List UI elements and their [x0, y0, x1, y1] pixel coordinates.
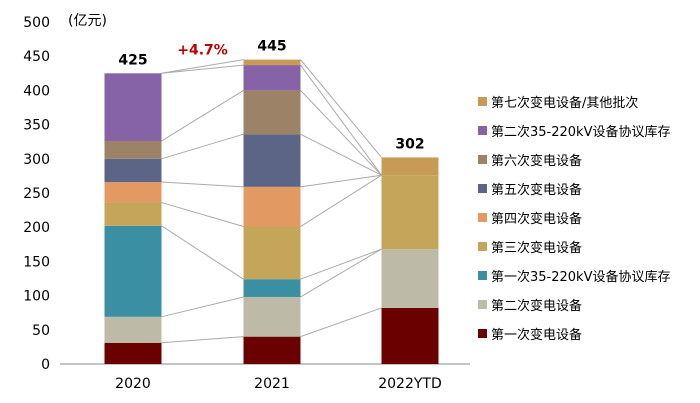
x-axis: 2020 2021 2022YTD	[115, 376, 442, 392]
y-tick-label: 0	[41, 357, 50, 373]
bars	[104, 59, 439, 364]
bar-segment	[381, 157, 439, 176]
connector-line	[300, 90, 382, 176]
legend-swatch	[478, 329, 487, 338]
y-tick-label: 200	[23, 220, 50, 236]
bar-segment	[381, 249, 439, 308]
legend-label: 第四次变电设备	[491, 211, 582, 227]
bar-segment	[381, 175, 439, 250]
legend-label: 第六次变电设备	[491, 153, 582, 169]
legend-label: 第三次变电设备	[491, 240, 582, 256]
connector-line	[300, 133, 382, 176]
connector-line	[161, 89, 244, 142]
bar-segment	[104, 182, 162, 203]
growth-label: +4.7%	[177, 43, 228, 59]
connector-line	[161, 202, 244, 227]
bar-segment	[243, 90, 301, 135]
bar-segment	[104, 225, 162, 317]
total-label: 302	[395, 136, 424, 152]
y-tick-label: 450	[23, 49, 50, 65]
legend-label: 第一次35-220kV设备协议库存	[491, 269, 670, 285]
bar-segment	[243, 226, 301, 280]
y-axis: 0 50 100 150 200 250 300 350 400 450 500	[23, 15, 50, 373]
total-labels: 425 445 302	[118, 39, 424, 153]
total-label: 425	[118, 52, 147, 68]
connector-line	[300, 64, 382, 176]
x-tick-label: 2021	[254, 376, 290, 392]
connector-line	[300, 174, 382, 188]
connector-line	[300, 59, 382, 158]
connector-line	[300, 248, 382, 298]
legend-swatch	[478, 271, 487, 280]
bar-segment	[104, 73, 162, 142]
y-tick-label: 500	[23, 15, 50, 31]
legend-swatch	[478, 242, 487, 251]
y-tick-label: 250	[23, 186, 50, 202]
bar-segment	[243, 296, 301, 337]
legend-swatch	[478, 213, 487, 222]
bar-segment	[381, 307, 439, 364]
connector-line	[161, 336, 244, 344]
connector-line	[161, 59, 244, 74]
bar-segment	[243, 279, 301, 297]
connector-line	[161, 225, 244, 280]
y-tick-label: 400	[23, 83, 50, 99]
bar-segment	[104, 316, 162, 343]
legend-label: 第五次变电设备	[491, 182, 582, 198]
connector-line	[161, 296, 244, 318]
connector-line	[300, 307, 382, 338]
legend-label: 第一次变电设备	[491, 327, 582, 343]
legend-swatch	[478, 97, 487, 106]
total-label: 445	[257, 39, 286, 55]
bar-segment	[243, 336, 301, 364]
y-tick-label: 300	[23, 152, 50, 168]
legend-swatch	[478, 184, 487, 193]
connector-line	[161, 64, 244, 74]
connector-line	[300, 248, 382, 280]
bar-segment	[104, 158, 162, 183]
legend-label: 第二次变电设备	[491, 298, 582, 314]
connector-line	[161, 133, 244, 160]
bar-segment	[243, 65, 301, 91]
bar-segment	[104, 202, 162, 226]
y-tick-label: 150	[23, 254, 50, 270]
connector-lines	[161, 59, 382, 344]
y-tick-label: 50	[32, 323, 50, 339]
y-tick-label: 100	[23, 289, 50, 305]
bar-segment	[243, 59, 301, 66]
bar-segment	[104, 141, 162, 159]
legend-label: 第七次变电设备/其他批次	[491, 95, 638, 111]
legend-swatch	[478, 300, 487, 309]
bar-segment	[243, 134, 301, 187]
bar-segment	[104, 342, 162, 364]
legend: 第七次变电设备/其他批次第二次35-220kV设备协议库存第六次变电设备第五次变…	[478, 95, 670, 343]
legend-label: 第二次35-220kV设备协议库存	[491, 124, 670, 140]
y-axis-unit: (亿元)	[68, 13, 107, 29]
y-tick-label: 350	[23, 118, 50, 134]
x-tick-label: 2022YTD	[378, 376, 442, 392]
bar-segment	[243, 186, 301, 227]
x-tick-label: 2020	[115, 376, 151, 392]
legend-swatch	[478, 126, 487, 135]
legend-swatch	[478, 155, 487, 164]
connector-line	[300, 174, 382, 227]
connector-line	[161, 181, 244, 188]
